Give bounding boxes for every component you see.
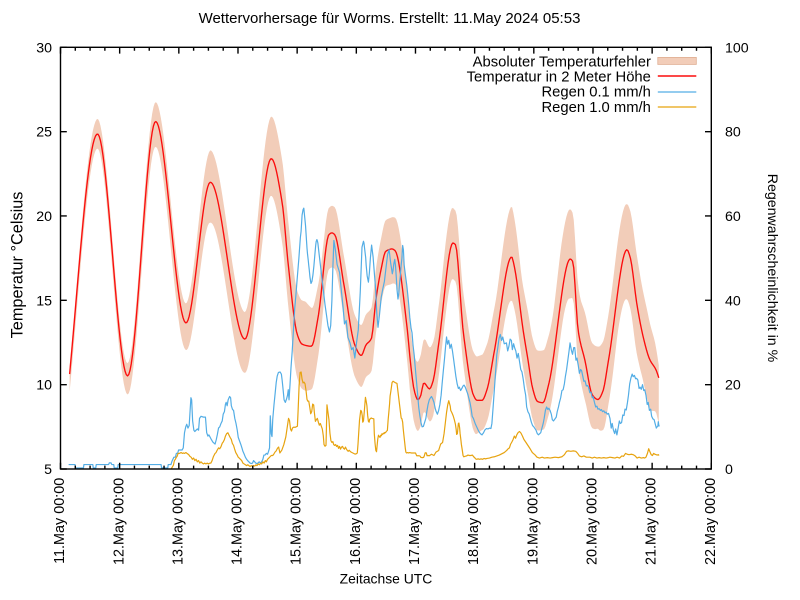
svg-text:25: 25 [36, 125, 52, 141]
svg-text:Wettervorhersage für Worms. Er: Wettervorhersage für Worms. Erstellt: 11… [199, 10, 581, 27]
svg-text:18.May 00:00: 18.May 00:00 [466, 478, 482, 565]
svg-text:13.May 00:00: 13.May 00:00 [170, 478, 186, 565]
svg-text:Zeitachse UTC: Zeitachse UTC [340, 571, 433, 587]
svg-text:20: 20 [36, 209, 52, 225]
svg-text:80: 80 [725, 125, 741, 141]
svg-text:30: 30 [36, 40, 52, 56]
svg-text:Temperatur in 2 Meter Höhe: Temperatur in 2 Meter Höhe [467, 70, 651, 86]
svg-text:40: 40 [725, 293, 741, 309]
svg-text:16.May 00:00: 16.May 00:00 [348, 478, 364, 565]
svg-text:15: 15 [36, 293, 52, 309]
svg-text:Regenwahrscheinlichkeit in %: Regenwahrscheinlichkeit in % [764, 174, 780, 363]
svg-text:21.May 00:00: 21.May 00:00 [644, 478, 660, 565]
svg-text:60: 60 [725, 209, 741, 225]
svg-text:11.May 00:00: 11.May 00:00 [52, 478, 68, 564]
svg-text:15.May 00:00: 15.May 00:00 [289, 478, 305, 565]
svg-text:20: 20 [725, 378, 741, 394]
svg-text:12.May 00:00: 12.May 00:00 [111, 478, 127, 565]
svg-text:Regen 0.1 mm/h: Regen 0.1 mm/h [542, 85, 651, 101]
svg-text:Temperatur °Celsius: Temperatur °Celsius [8, 192, 26, 339]
svg-text:Regen 1.0 mm/h: Regen 1.0 mm/h [542, 100, 651, 116]
svg-text:17.May 00:00: 17.May 00:00 [407, 478, 423, 565]
svg-text:10: 10 [36, 378, 52, 394]
svg-text:5: 5 [44, 462, 52, 478]
svg-text:20.May 00:00: 20.May 00:00 [585, 478, 601, 565]
svg-text:14.May 00:00: 14.May 00:00 [230, 478, 246, 565]
svg-text:100: 100 [725, 40, 749, 56]
svg-text:22.May 00:00: 22.May 00:00 [703, 478, 719, 565]
svg-text:Absoluter Temperaturfehler: Absoluter Temperaturfehler [473, 55, 651, 71]
svg-text:19.May 00:00: 19.May 00:00 [525, 478, 541, 565]
svg-text:0: 0 [725, 462, 733, 478]
